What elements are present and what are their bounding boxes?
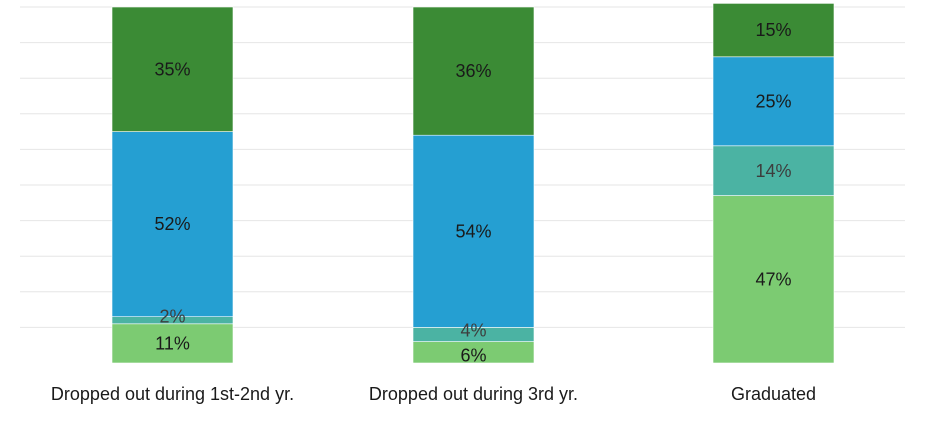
bar-segment [712, 195, 835, 364]
bar-segment [111, 131, 234, 318]
data-label: 6% [460, 345, 486, 365]
data-label: 35% [154, 59, 190, 79]
x-tick-label: Graduated [731, 384, 816, 404]
data-label: 4% [460, 321, 486, 341]
data-label: 52% [154, 214, 190, 234]
bar-segment [412, 6, 535, 136]
x-tick-label: Dropped out during 3rd yr. [369, 384, 578, 404]
data-label: 11% [155, 333, 190, 353]
bar-stacks [111, 3, 835, 364]
data-label: 15% [755, 20, 791, 40]
bar-segment [111, 6, 234, 132]
bar-segment [712, 145, 835, 196]
data-label: 54% [455, 221, 491, 241]
data-label: 25% [755, 91, 791, 111]
data-label: 2% [159, 306, 185, 326]
bar-segment [412, 134, 535, 328]
bar-segment [712, 56, 835, 147]
x-axis-labels: Dropped out during 1st-2nd yr. Dropped ou… [51, 384, 816, 404]
x-tick-label: Dropped out during 1st-2nd yr. [51, 384, 294, 404]
data-label: 14% [755, 161, 791, 181]
bar-segment [712, 3, 835, 58]
data-label: 47% [755, 269, 791, 289]
data-labels: 11% 2% 52% 35% 6% 4% 54% 36% 47% 14% 25% 15% [154, 20, 791, 365]
data-label: 36% [455, 61, 491, 81]
